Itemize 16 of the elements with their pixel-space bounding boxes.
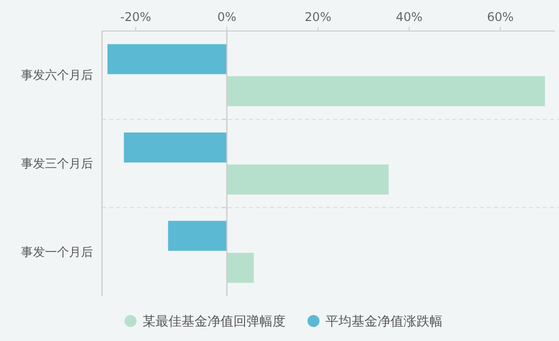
y-tick-label: 事发一个月后	[21, 244, 93, 259]
x-tick-label: 20%	[304, 10, 332, 24]
x-tick-label: -20%	[120, 10, 152, 24]
bar	[226, 164, 389, 194]
bar	[107, 44, 227, 74]
bar	[124, 132, 227, 162]
y-tick-label: 事发六个月后	[21, 68, 93, 82]
bar	[168, 220, 227, 251]
bar	[226, 76, 545, 106]
x-tick-label: 40%	[396, 10, 422, 24]
bar	[226, 252, 254, 283]
x-tick-label: 0%	[217, 10, 236, 24]
legend-label: 平均基金净值涨跌幅	[326, 314, 442, 330]
legend-label: 某最佳基金净值回弹幅度	[142, 314, 286, 330]
y-tick-label: 事发三个月后	[21, 156, 93, 170]
x-tick-label: 60%	[486, 10, 514, 24]
